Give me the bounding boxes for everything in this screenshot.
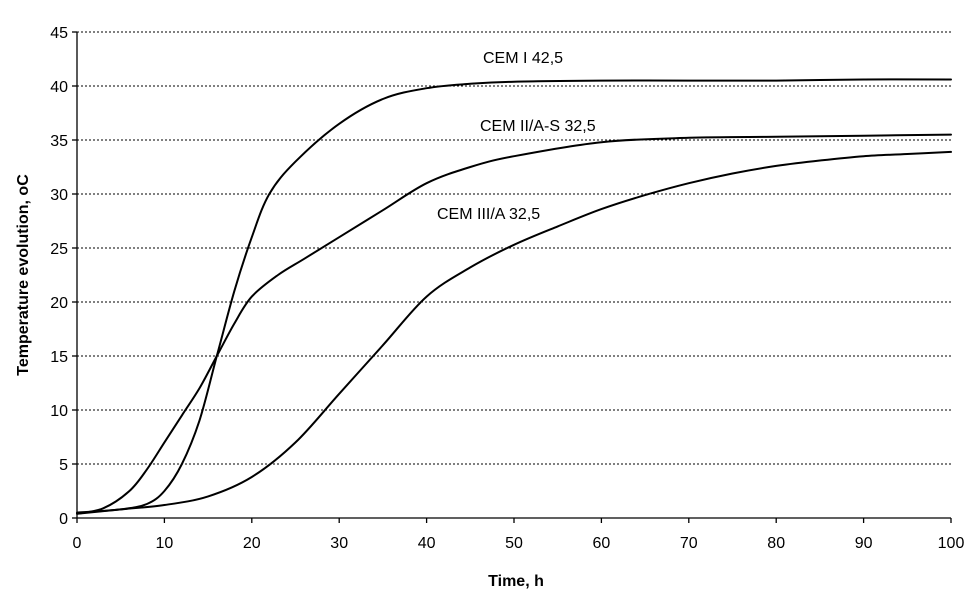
x-tick-label: 40 [418, 535, 436, 552]
y-tick-label: 40 [50, 79, 68, 96]
x-tick-label: 20 [243, 535, 261, 552]
series-label-cem-ii: CEM II/A-S 32,5 [480, 118, 596, 135]
y-tick-labels: 0 5 10 15 20 25 30 35 40 45 [50, 25, 68, 528]
x-tick-label: 50 [505, 535, 523, 552]
y-tick-label: 20 [50, 295, 68, 312]
series-label-cem-iii: CEM III/A 32,5 [437, 206, 540, 223]
x-axis-title: Time, h [488, 573, 544, 590]
y-tick-label: 30 [50, 187, 68, 204]
y-tick-label: 0 [59, 511, 68, 528]
x-tick-label: 30 [330, 535, 348, 552]
x-tick-labels: 0 10 20 30 40 50 60 70 80 90 100 [73, 518, 965, 552]
series-line-1 [76, 78, 952, 514]
series-line-2 [76, 133, 952, 515]
x-tick-label: 100 [938, 535, 965, 552]
y-axis-title: Temperature evolution, oC [15, 174, 32, 376]
series-label-cem-i: CEM I 42,5 [483, 50, 563, 67]
y-tick-label: 15 [50, 349, 68, 366]
grid-lines [72, 31, 951, 519]
series-labels: CEM I 42,5 CEM II/A-S 32,5 CEM III/A 32,… [437, 50, 596, 223]
x-tick-label: 60 [593, 535, 611, 552]
y-tick-label: 5 [59, 457, 68, 474]
series-line-3 [76, 150, 952, 515]
x-tick-label: 70 [680, 535, 698, 552]
x-tick-label: 90 [855, 535, 873, 552]
axes [76, 32, 951, 519]
y-tick-label: 35 [50, 133, 68, 150]
series-lines [76, 78, 952, 515]
x-tick-label: 80 [767, 535, 785, 552]
x-tick-label: 10 [156, 535, 174, 552]
x-tick-label: 0 [73, 535, 82, 552]
y-tick-label: 25 [50, 241, 68, 258]
y-tick-label: 10 [50, 403, 68, 420]
y-tick-label: 45 [50, 25, 68, 42]
